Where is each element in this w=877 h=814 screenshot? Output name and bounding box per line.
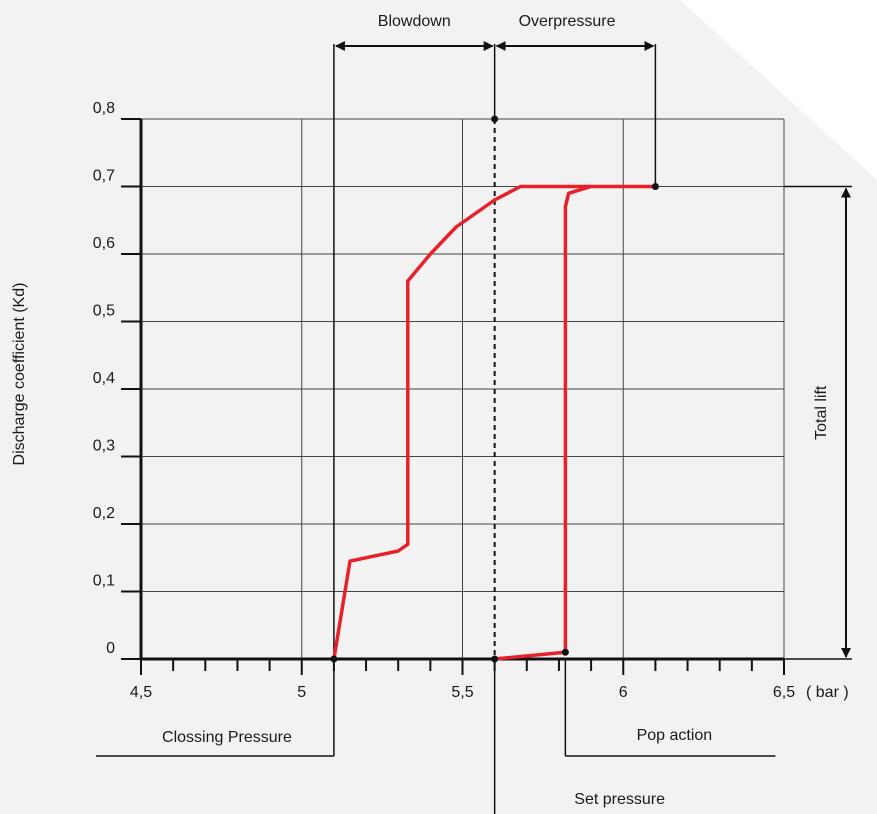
x-tick-label: 4,5 xyxy=(130,684,152,701)
y-tick-label: 0,5 xyxy=(93,303,115,320)
y-tick-label: 0,8 xyxy=(93,100,115,117)
total-lift-label: Total lift xyxy=(813,385,830,440)
data-point xyxy=(561,648,569,656)
markers xyxy=(330,115,659,663)
x-tick-label: 6 xyxy=(619,684,628,701)
x-tick-label: 6,5 xyxy=(773,684,795,701)
grid xyxy=(141,118,785,659)
y-tick-label: 0,6 xyxy=(93,235,115,252)
data-point xyxy=(651,183,659,190)
data-point xyxy=(330,655,338,663)
y-tick-label: 0,7 xyxy=(93,168,115,185)
x-axis-label: ( bar ) xyxy=(806,684,849,701)
overpressure-label: Overpressure xyxy=(519,13,616,30)
x-tick-label: 5 xyxy=(297,684,306,701)
annotations: Blowdown Overpressure Total lift Clossin… xyxy=(96,13,851,814)
y-tick-label: 0,3 xyxy=(93,438,115,455)
data-point xyxy=(491,655,499,663)
set-pressure-label: Set pressure xyxy=(574,791,665,808)
pop-action-label: Pop action xyxy=(637,727,713,744)
data-point xyxy=(491,115,499,123)
y-tick-label: 0,4 xyxy=(93,370,115,387)
y-tick-label: 0,1 xyxy=(93,573,115,590)
y-tick-label: 0,2 xyxy=(93,505,115,522)
tick-labels: 0 0,1 0,2 0,3 0,4 0,5 0,6 0,7 0,8 4,5 5 5,5 6 6,5 xyxy=(93,100,795,701)
series-line xyxy=(332,184,658,661)
y-axis-label: Discharge coefficient (Kd) xyxy=(11,283,28,466)
x-tick-label: 5,5 xyxy=(451,684,473,701)
blowdown-label: Blowdown xyxy=(378,13,451,30)
closing-pressure-label: Clossing Pressure xyxy=(162,729,292,746)
y-tick-label: 0 xyxy=(106,640,115,657)
series-group xyxy=(332,184,658,661)
